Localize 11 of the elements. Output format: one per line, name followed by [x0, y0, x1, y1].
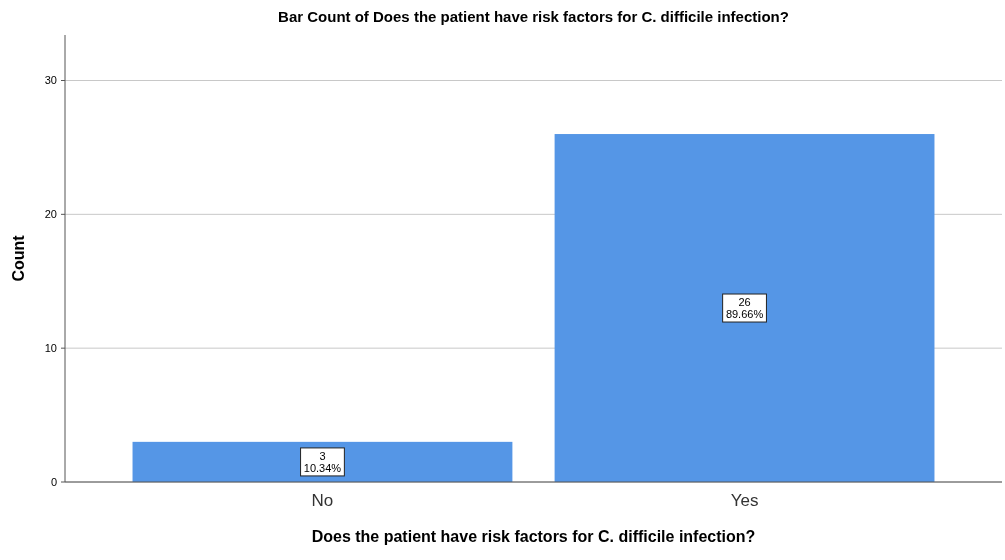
y-tick-label: 20	[44, 208, 57, 221]
x-tick-label: Yes	[730, 491, 759, 510]
x-axis-title: Does the patient have risk factors for C. difficile infection?	[311, 528, 756, 545]
data-label: 26 89.66%	[725, 296, 764, 321]
y-tick-label: 10	[44, 342, 57, 355]
y-axis-title: Count	[10, 234, 27, 282]
x-tick-label: No	[311, 491, 334, 510]
chart-title: Bar Count of Does the patient have risk factors for C. difficile infection?	[278, 8, 789, 25]
y-tick-label: 0	[50, 475, 57, 488]
y-tick-label: 30	[44, 74, 57, 87]
data-label: 3 10.34%	[303, 449, 342, 474]
